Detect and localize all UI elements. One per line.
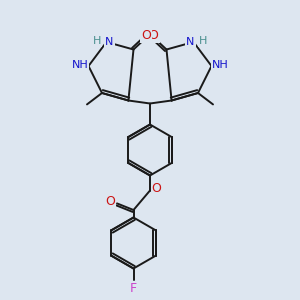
Text: N: N: [105, 37, 114, 47]
Text: F: F: [130, 281, 137, 295]
Text: N: N: [186, 37, 195, 47]
Text: O: O: [152, 182, 161, 196]
Text: H: H: [199, 36, 207, 46]
Text: NH: NH: [72, 60, 88, 70]
Text: O: O: [149, 29, 158, 42]
Text: O: O: [106, 195, 115, 208]
Text: NH: NH: [212, 60, 228, 70]
Text: H: H: [93, 36, 101, 46]
Text: O: O: [142, 29, 151, 42]
